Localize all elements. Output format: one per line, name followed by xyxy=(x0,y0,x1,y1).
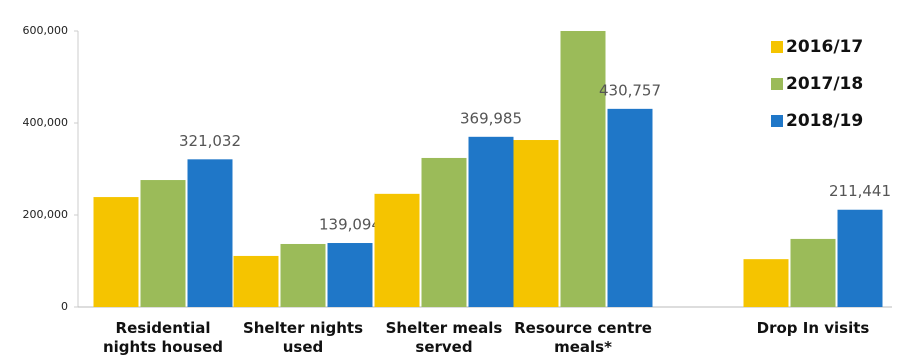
x-tick-label: Shelter meals served xyxy=(385,319,503,356)
y-tick-label: 400,000 xyxy=(23,116,69,129)
legend-swatch xyxy=(771,78,783,90)
bar xyxy=(374,193,420,307)
bar xyxy=(513,140,559,307)
bar xyxy=(790,238,836,307)
bar xyxy=(607,108,653,308)
bar xyxy=(233,255,279,307)
value-label: 430,757 xyxy=(599,81,661,99)
legend-label: 2016/17 xyxy=(786,37,863,57)
x-tick-label: Drop In visits xyxy=(756,319,870,337)
legend-swatch xyxy=(771,115,783,127)
bar xyxy=(560,31,606,307)
bar xyxy=(140,180,186,307)
y-tick-label: 600,000 xyxy=(23,24,69,37)
bar xyxy=(327,243,373,307)
legend-label: 2018/19 xyxy=(786,111,863,131)
legend-swatch xyxy=(771,41,783,53)
value-label: 139,094 xyxy=(319,216,381,234)
bar xyxy=(93,197,139,307)
bar xyxy=(837,209,883,307)
x-tick-label: Resource centre meals* xyxy=(514,319,652,356)
value-label: 369,985 xyxy=(460,109,522,127)
legend-label: 2017/18 xyxy=(786,74,863,94)
x-tick-label: Shelter nights used xyxy=(242,319,364,356)
y-tick-label: 200,000 xyxy=(23,208,69,221)
y-tick-label: 0 xyxy=(61,300,68,313)
bar xyxy=(743,259,789,307)
bar xyxy=(421,157,467,307)
x-tick-label: Residential nights housed xyxy=(102,319,224,356)
bar xyxy=(187,159,233,307)
value-label: 211,441 xyxy=(829,182,891,200)
bar xyxy=(468,136,514,307)
value-label: 321,032 xyxy=(179,132,241,150)
bar xyxy=(280,243,326,307)
